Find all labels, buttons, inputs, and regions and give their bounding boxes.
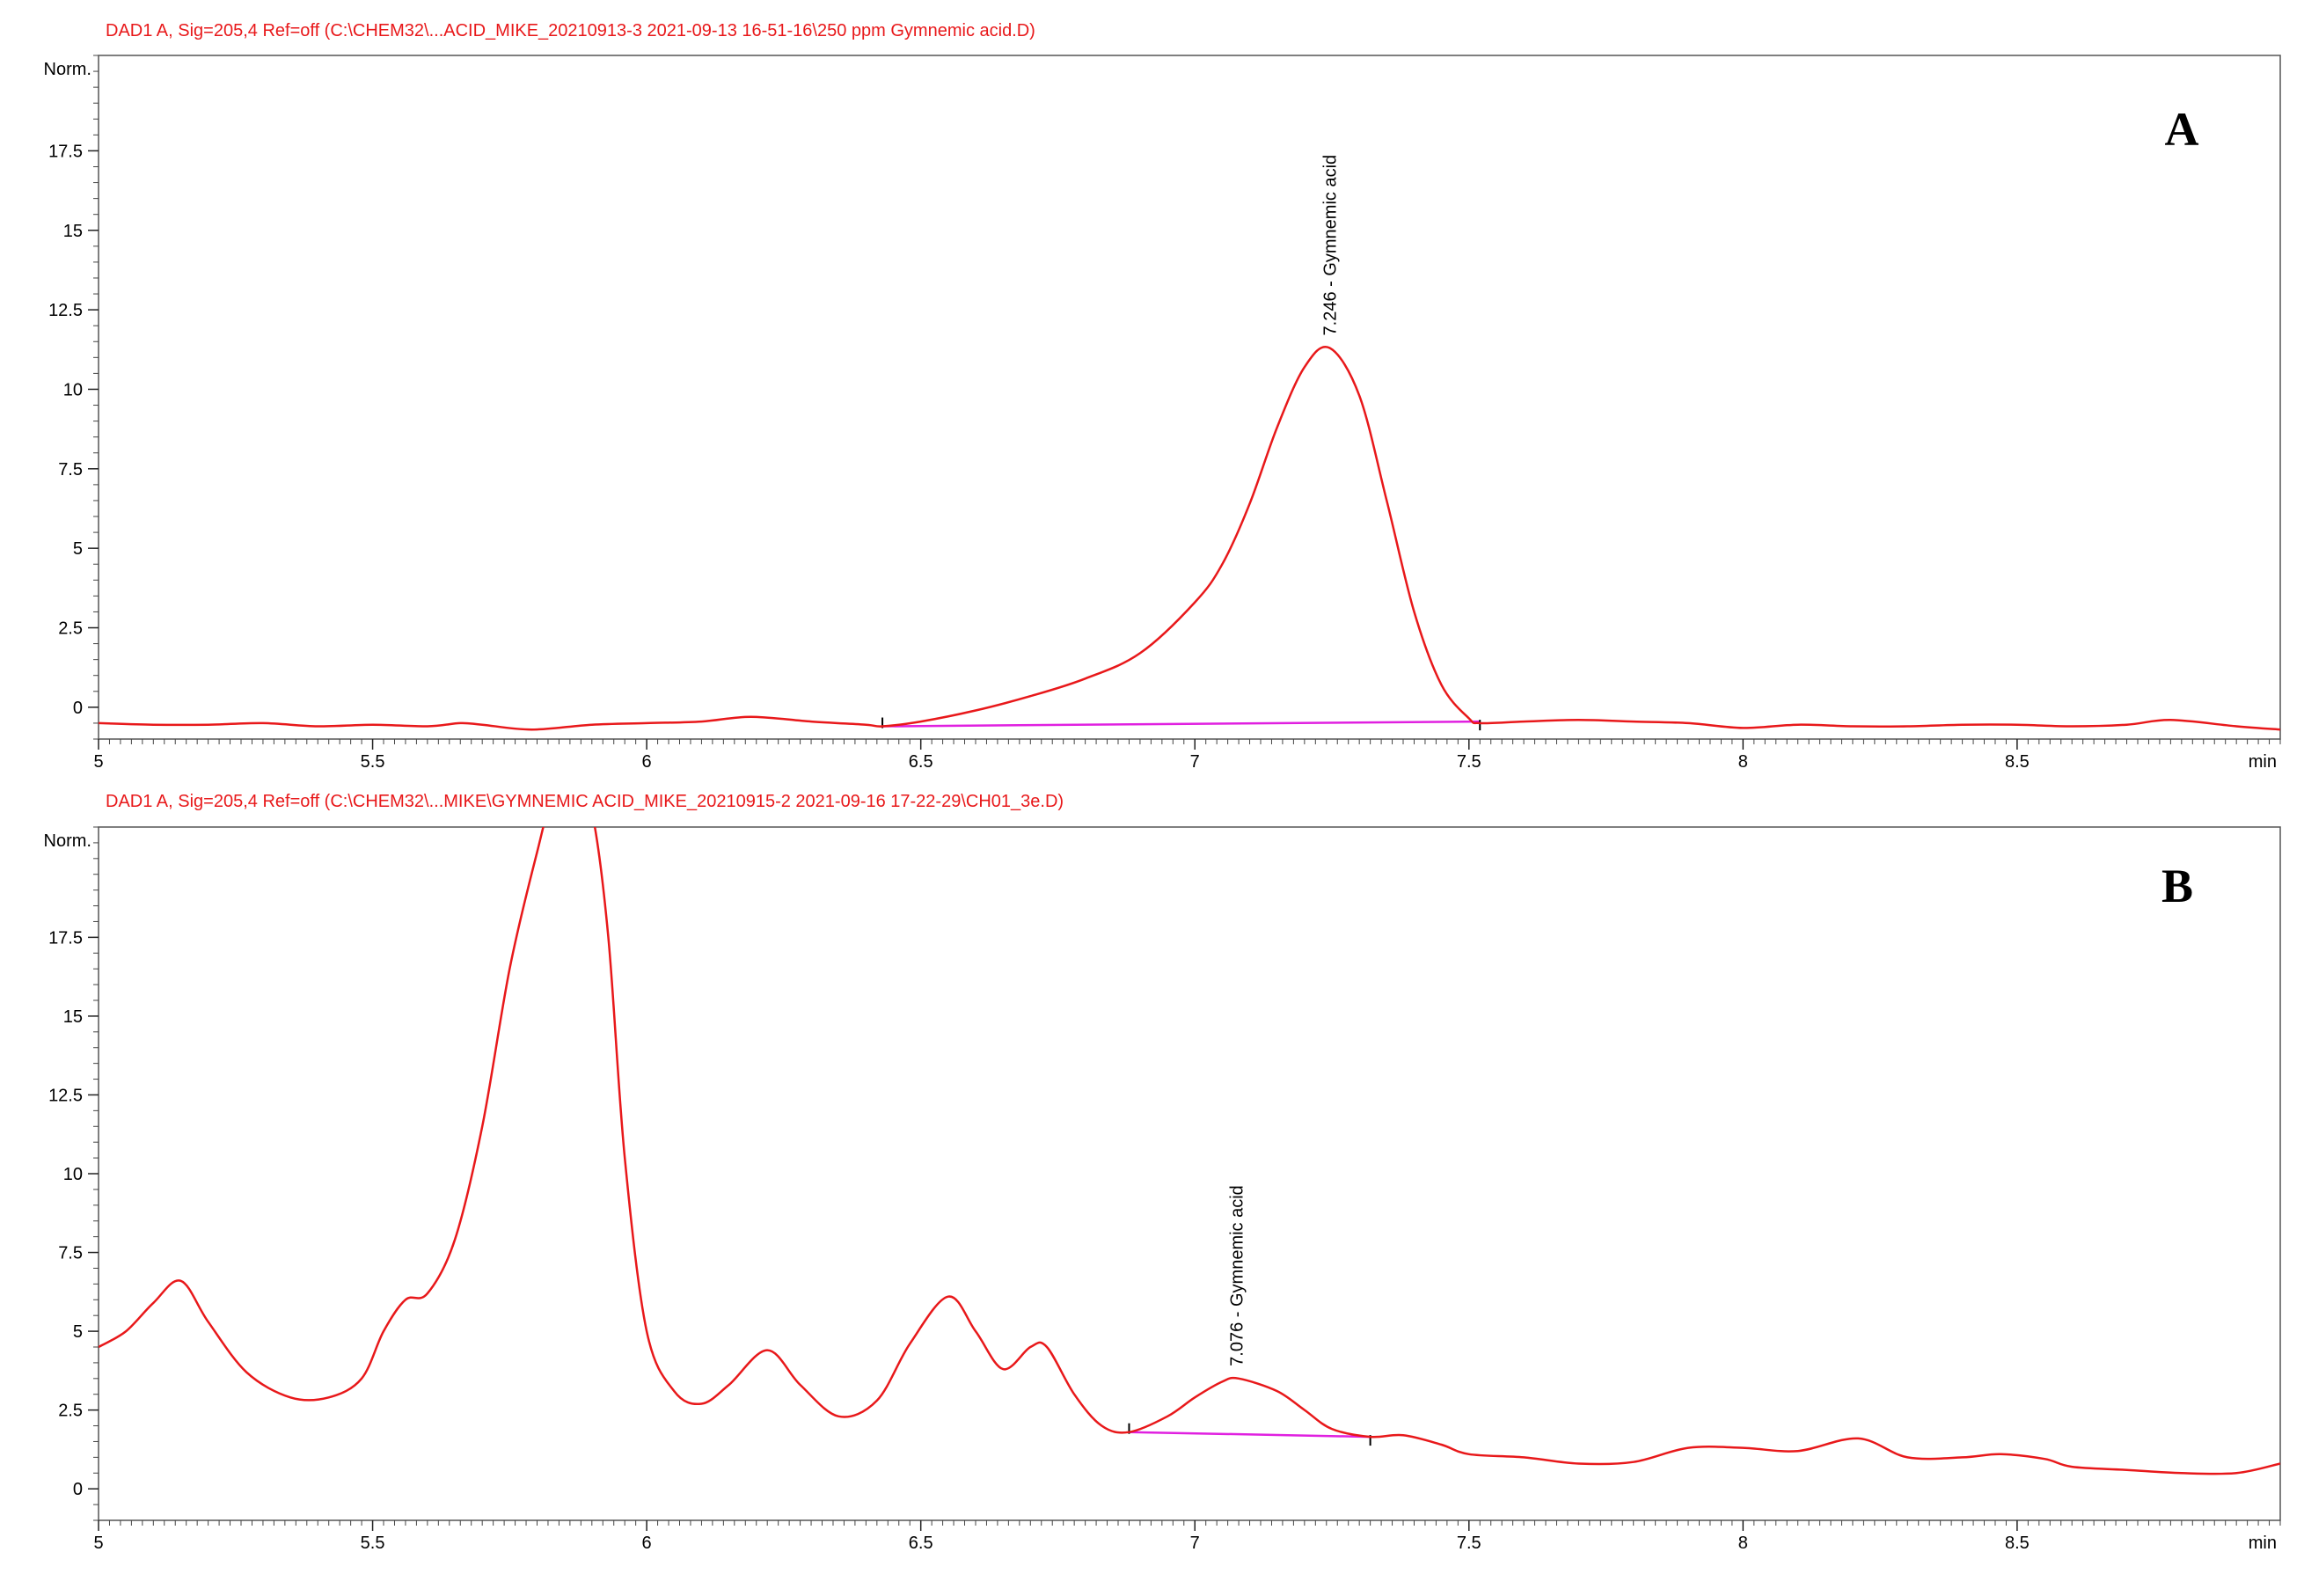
integration-baseline-b xyxy=(1129,1431,1371,1439)
x-tick-label-b: 8 xyxy=(1738,1534,1748,1553)
x-tick-label-a: 8.5 xyxy=(2005,752,2030,772)
y-tick-label-b: 10 xyxy=(63,1165,83,1184)
y-tick-label-a: 0 xyxy=(73,699,83,718)
peak-annotation-a-0: 7.246 - Gymnemic acid xyxy=(1321,155,1341,336)
y-tick-label-a: 17.5 xyxy=(48,142,83,161)
plot-frame-a xyxy=(98,55,2281,740)
panel-letter-a: A xyxy=(2165,103,2199,156)
x-tick-label-b: 5 xyxy=(93,1534,103,1553)
chart-a-svg: Norm. 0 2.5 5 7.5 10 12.5 15 17.5 5 5.5 6 6.5 7 7.5 8 8.… xyxy=(44,55,2281,772)
x-unit-label-b: min xyxy=(2249,1534,2277,1553)
x-tick-label-b: 6.5 xyxy=(909,1534,933,1553)
y-tick-label-a: 15 xyxy=(63,222,83,241)
x-tick-label-b: 7 xyxy=(1190,1534,1200,1553)
y-tick-label-b: 7.5 xyxy=(58,1244,83,1263)
x-tick-label-a: 7 xyxy=(1190,752,1200,772)
x-tick-label-b: 5.5 xyxy=(361,1534,385,1553)
chromatogram-panel-a: DAD1 A, Sig=205,4 Ref=off (C:\CHEM32\...… xyxy=(0,0,2304,774)
y-axis-label-a: Norm. xyxy=(44,60,91,79)
y-axis-label-b: Norm. xyxy=(44,831,91,851)
x-unit-label-a: min xyxy=(2249,752,2277,772)
y-tick-label-a: 12.5 xyxy=(48,301,83,320)
chart-b-svg: Norm. 0 2.5 5 7.5 10 12.5 15 17.5 5 5.5 6 6.5 7 7.5 8 8.… xyxy=(44,826,2281,1553)
panel-a-header: DAD1 A, Sig=205,4 Ref=off (C:\CHEM32\...… xyxy=(106,21,1035,40)
panel-letter-b: B xyxy=(2161,860,2193,912)
panel-b-header: DAD1 A, Sig=205,4 Ref=off (C:\CHEM32\...… xyxy=(106,792,1064,811)
y-tick-label-b: 15 xyxy=(63,1007,83,1027)
y-tick-label-b: 0 xyxy=(73,1480,83,1499)
y-tick-label-b: 12.5 xyxy=(48,1086,83,1105)
y-tick-label-b: 2.5 xyxy=(58,1402,83,1421)
x-tick-label-b: 7.5 xyxy=(1457,1534,1481,1553)
x-tick-label-a: 5 xyxy=(93,752,103,772)
x-tick-label-b: 8.5 xyxy=(2005,1534,2030,1553)
y-tick-label-a: 7.5 xyxy=(58,460,83,480)
chromatogram-panel-b: DAD1 A, Sig=205,4 Ref=off (C:\CHEM32\...… xyxy=(0,774,2304,1596)
x-tick-label-a: 8 xyxy=(1738,752,1748,772)
integration-baseline-a xyxy=(882,720,1481,728)
x-tick-label-a: 5.5 xyxy=(361,752,385,772)
y-tick-label-a: 10 xyxy=(63,380,83,399)
y-tick-label-a: 2.5 xyxy=(58,619,83,639)
x-tick-label-a: 6 xyxy=(642,752,652,772)
y-tick-label-b: 17.5 xyxy=(48,928,83,948)
x-tick-label-a: 7.5 xyxy=(1457,752,1481,772)
y-tick-label-a: 5 xyxy=(73,539,83,559)
x-tick-label-b: 6 xyxy=(642,1534,652,1553)
x-tick-label-a: 6.5 xyxy=(909,752,933,772)
signal-line-b-0 xyxy=(99,827,2280,1475)
plot-frame-b xyxy=(98,826,2281,1521)
y-tick-label-b: 5 xyxy=(73,1322,83,1342)
peak-annotation-b-0: 7.076 - Gymnemic acid xyxy=(1228,1185,1247,1366)
signal-line-a-0 xyxy=(99,346,2280,731)
